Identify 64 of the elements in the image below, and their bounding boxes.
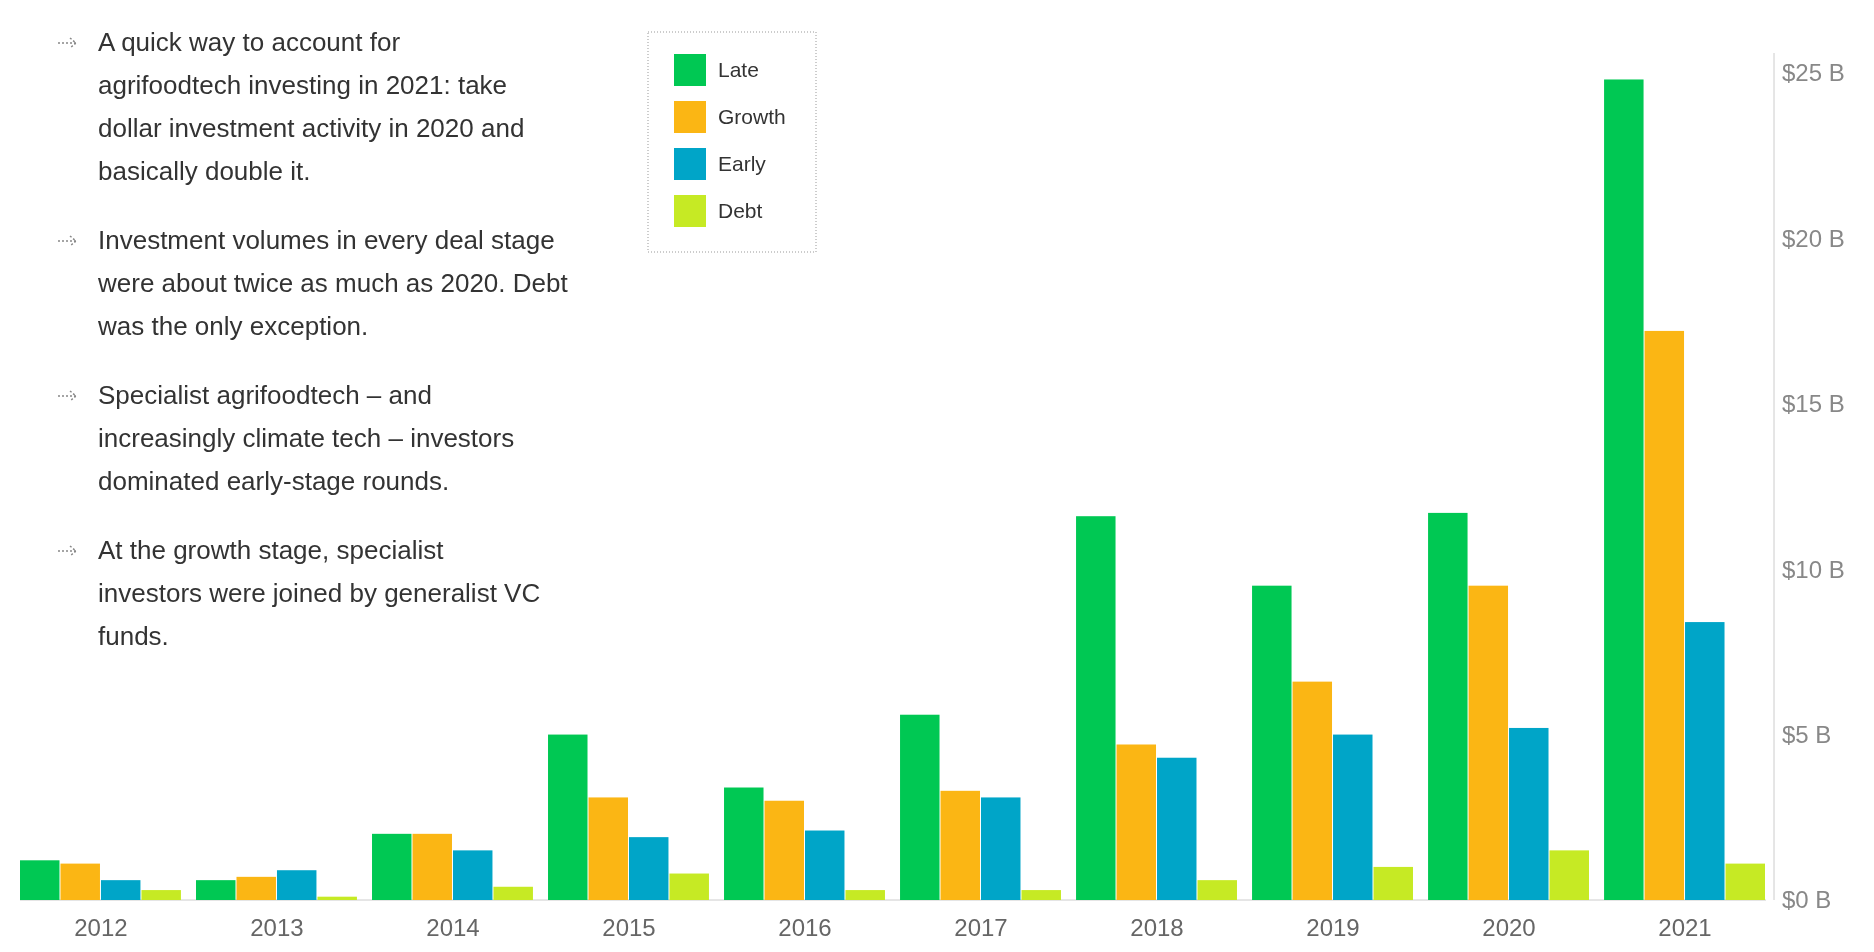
- annotation: Specialist agrifoodtech – and increasingly climate tech – investors dominated early-stage rounds.: [98, 380, 515, 496]
- bar: [452, 850, 493, 900]
- bar: [805, 830, 845, 900]
- bar: [1468, 585, 1509, 900]
- bar: [236, 876, 276, 900]
- x-tick-label: 2017: [954, 914, 1008, 941]
- bar: [1116, 744, 1157, 900]
- bar: [548, 734, 588, 900]
- bar: [764, 800, 804, 900]
- bar: [1725, 863, 1765, 900]
- bar: [60, 863, 100, 900]
- x-tick-label: 2016: [778, 914, 832, 941]
- x-tick-label: 2020: [1482, 914, 1536, 941]
- bar: [412, 833, 452, 900]
- legend-label: Debt: [718, 199, 763, 223]
- x-tick-label: 2014: [426, 914, 480, 941]
- x-tick-label: 2013: [250, 914, 304, 941]
- bar: [981, 797, 1021, 900]
- y-tick-label: $25 B: [1782, 59, 1845, 87]
- legend-label: Early: [718, 152, 767, 176]
- bar: [1021, 890, 1061, 900]
- bar: [628, 837, 669, 900]
- bar: [669, 873, 709, 900]
- x-tick-label: 2012: [74, 914, 128, 941]
- bar: [196, 880, 236, 900]
- bar: [1685, 622, 1725, 900]
- bar: [1157, 757, 1197, 900]
- bar: [1604, 79, 1644, 900]
- bar: [276, 870, 317, 900]
- bar: [900, 714, 940, 900]
- bar: [1549, 850, 1589, 900]
- y-tick-label: $5 B: [1782, 720, 1832, 748]
- annotation: A quick way to account for agrifoodtech investing in 2021: take dollar investment activity in 2020 and basically double it.: [98, 27, 525, 186]
- bar: [940, 790, 980, 900]
- bar: [1076, 516, 1116, 900]
- x-tick-label: 2018: [1130, 914, 1184, 941]
- x-tick-label: 2019: [1306, 914, 1360, 941]
- bar: [845, 890, 885, 900]
- bar: [1644, 330, 1685, 900]
- bar: [372, 833, 412, 900]
- bar: [1373, 866, 1413, 900]
- bar: [588, 797, 628, 900]
- y-tick-label: $15 B: [1782, 390, 1845, 418]
- x-tick-label: 2015: [602, 914, 656, 941]
- bar: [20, 860, 60, 900]
- y-tick-label: $10 B: [1782, 555, 1845, 583]
- annotation: Investment volumes in every deal stage were about twice as much as 2020. Debt was the only exception.: [97, 225, 569, 341]
- legend-label: Late: [718, 58, 759, 82]
- bar: [1252, 585, 1292, 900]
- y-tick-label: $0 B: [1782, 886, 1832, 914]
- bar: [100, 880, 141, 900]
- y-tick-label: $20 B: [1782, 224, 1845, 252]
- bar: [1292, 681, 1333, 900]
- annotation: At the growth stage, specialist investors were joined by generalist VC funds.: [98, 535, 541, 651]
- legend-label: Growth: [718, 105, 786, 129]
- x-tick-label: 2021: [1658, 914, 1712, 941]
- bar: [1197, 880, 1237, 900]
- bar: [493, 886, 533, 900]
- bar: [724, 787, 764, 900]
- bar: [1428, 512, 1468, 900]
- bar: [1509, 727, 1549, 900]
- bar: [317, 896, 357, 900]
- bar: [1333, 734, 1373, 900]
- bar: [141, 890, 181, 900]
